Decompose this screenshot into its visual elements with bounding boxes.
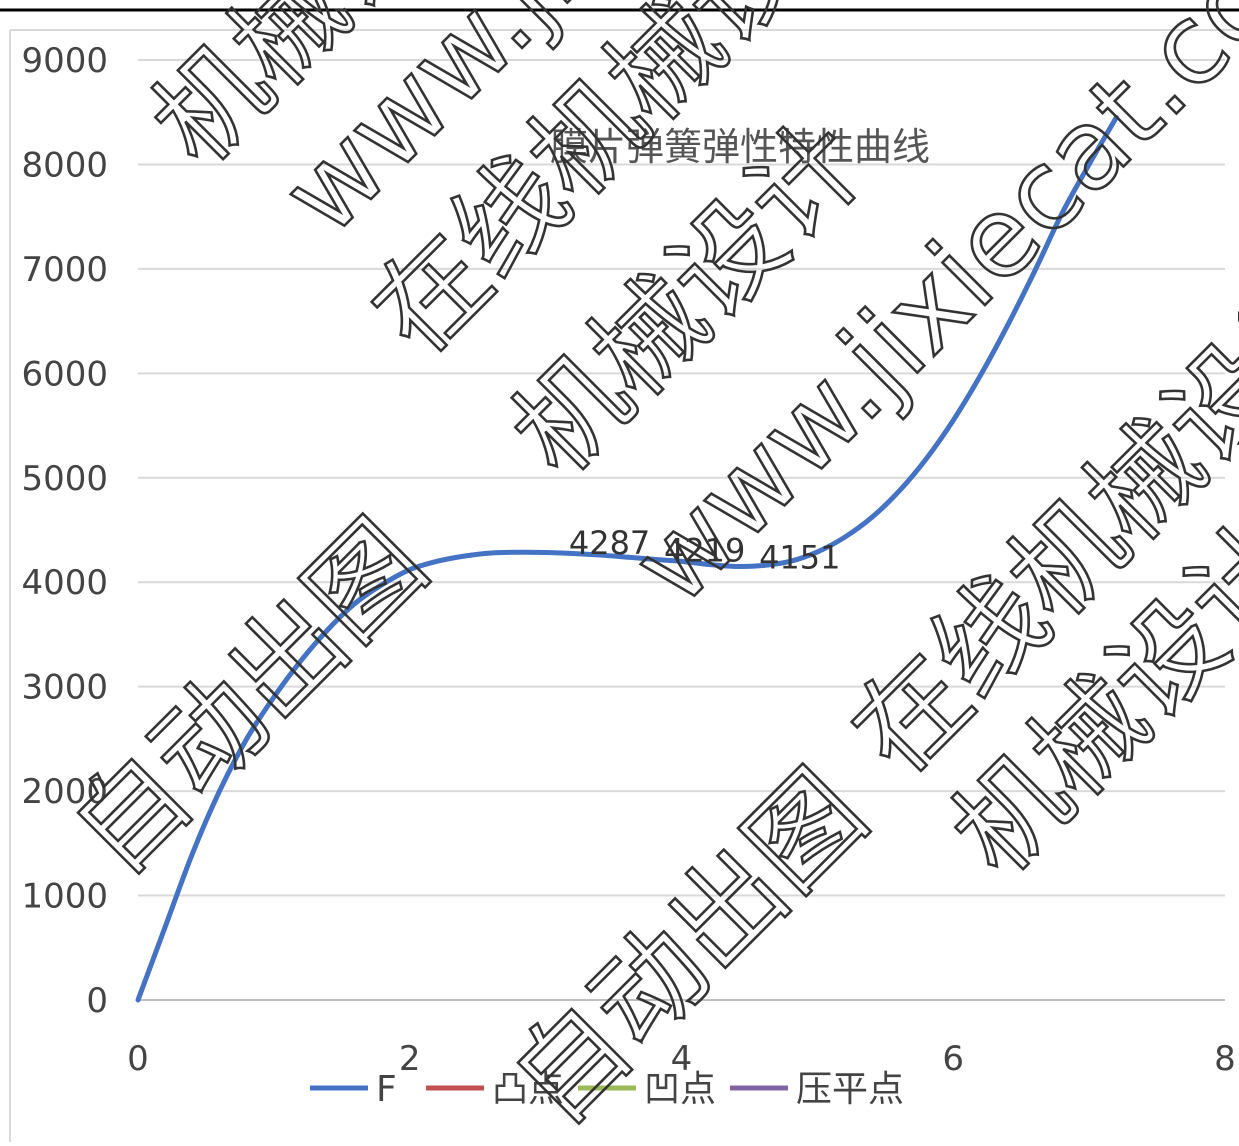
series-line-F — [135, 114, 1119, 1003]
y-tick-label: 5000 — [21, 459, 108, 499]
data-label: 4287 — [569, 524, 650, 562]
x-tick-label: 4 — [671, 1039, 693, 1079]
grid-layer — [138, 59, 1225, 1001]
y-tick-label: 7000 — [21, 250, 108, 290]
y-tick-label: 1000 — [21, 877, 108, 917]
legend-label: F — [376, 1069, 397, 1110]
x-tick-label: 0 — [127, 1039, 149, 1079]
legend-label: 凹点 — [644, 1069, 716, 1110]
y-tick-label: 3000 — [21, 668, 108, 708]
watermark-text: 自动出图 — [48, 497, 450, 899]
y-tick-label: 0 — [86, 981, 108, 1021]
y-tick-label: 4000 — [21, 563, 108, 603]
data-label: 4151 — [759, 538, 840, 576]
y-tick-label: 8000 — [21, 145, 108, 185]
y-tick-label: 6000 — [21, 354, 108, 394]
chart-title: 膜片弹簧弹性特性曲线 — [550, 125, 930, 169]
series-layer — [135, 114, 1119, 1003]
x-tick-label: 8 — [1214, 1039, 1236, 1079]
y-tick-label: 9000 — [21, 41, 108, 81]
x-tick-label: 6 — [942, 1039, 964, 1079]
legend: F 凸点 凹点 压平点 — [310, 1069, 904, 1110]
y-tick-label: 2000 — [21, 772, 108, 812]
x-tick-label: 2 — [399, 1039, 421, 1079]
legend-label: 压平点 — [796, 1069, 904, 1110]
data-label-layer: 4287 4219 4151 — [569, 524, 841, 576]
legend-label: 凸点 — [492, 1069, 564, 1110]
data-label: 4219 — [664, 531, 745, 569]
watermark-layer: 在线机械设计机械设计www.jixiecat.comwww.jixiecat.c… — [47, 0, 1239, 1146]
axis-layer: 0 1000 2000 3000 4000 5000 6000 7000 8000 9000 0 2 4… — [9, 29, 1239, 1142]
